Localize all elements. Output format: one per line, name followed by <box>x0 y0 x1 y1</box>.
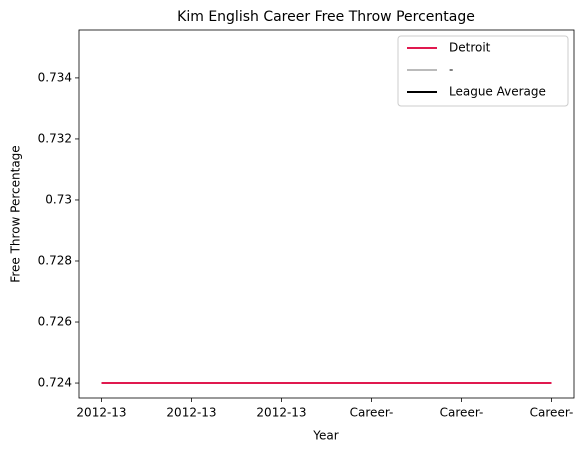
chart-title: Kim English Career Free Throw Percentage <box>177 9 475 25</box>
y-tick-label: 0.728 <box>38 253 72 267</box>
x-axis-label: Year <box>312 429 338 443</box>
x-tick-label: 2012-13 <box>166 406 216 420</box>
x-tick-label: 2012-13 <box>256 406 306 420</box>
x-tick-label: Career- <box>530 406 574 420</box>
x-tick-label: Career- <box>350 406 394 420</box>
y-tick-label: 0.724 <box>38 376 72 390</box>
legend-label: Detroit <box>449 41 491 55</box>
x-tick-label: Career- <box>440 406 484 420</box>
y-tick-label: 0.73 <box>45 192 72 206</box>
y-tick-label: 0.732 <box>38 131 72 145</box>
y-tick-label: 0.726 <box>38 315 72 329</box>
plot-frame <box>78 29 575 399</box>
y-tick-label: 0.734 <box>38 70 72 84</box>
legend-label: League Average <box>449 85 546 99</box>
x-tick-label: 2012-13 <box>76 406 126 420</box>
y-axis-label: Free Throw Percentage <box>9 145 23 282</box>
legend-box <box>397 35 569 107</box>
legend-label: - <box>449 63 453 77</box>
